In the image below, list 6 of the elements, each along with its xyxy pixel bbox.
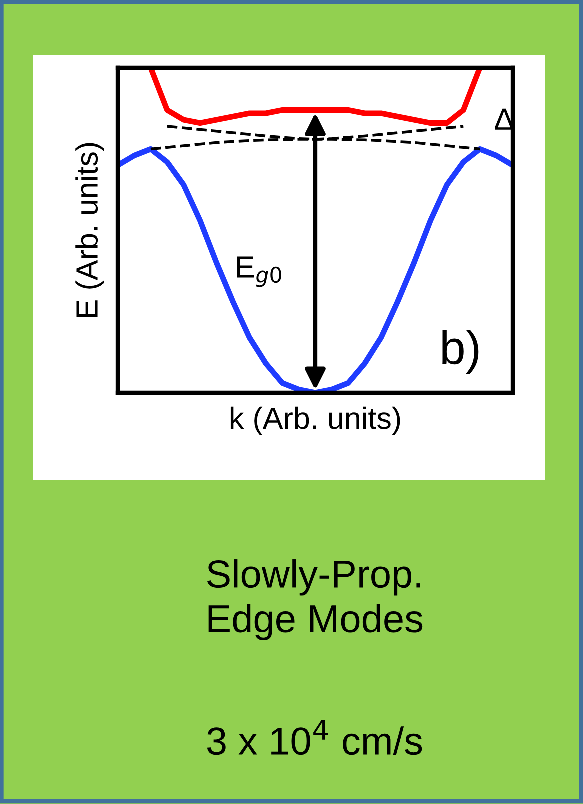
x-axis-title: k (Arb. units): [230, 406, 400, 436]
text: Slowly-Prop. Edge Modes: [207, 560, 423, 640]
y-axis-title: E (Arb. units): [76, 143, 104, 318]
annotation: b): [442, 330, 479, 374]
annotation: E$_{g0}$: [237, 256, 282, 288]
text: 3 x 10$^{4}$ cm/s: [207, 720, 422, 756]
